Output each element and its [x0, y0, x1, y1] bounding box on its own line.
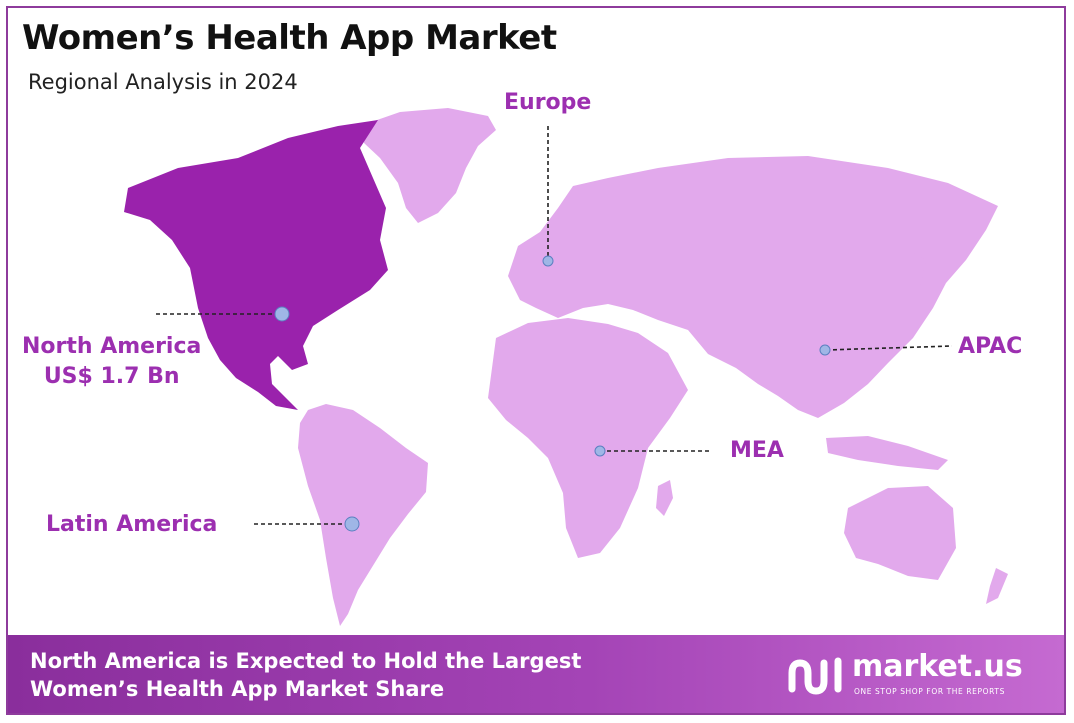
new-zealand	[986, 568, 1008, 604]
madagascar	[656, 480, 673, 516]
market-us-logo: market.us ONE STOP SHOP FOR THE REPORTS	[786, 649, 1036, 701]
logo-tagline: ONE STOP SHOP FOR THE REPORTS	[854, 687, 1005, 696]
mea-marker	[594, 445, 606, 457]
logo-text: market.us	[852, 649, 1023, 684]
infographic-frame: Women’s Health App Market Regional Analy…	[6, 6, 1066, 715]
japan	[893, 253, 926, 318]
logo-mark-icon	[788, 657, 842, 695]
eurasia-landmass	[508, 156, 998, 418]
north-america-label: North America	[22, 334, 202, 359]
footer-headline: North America is Expected to Hold the La…	[30, 647, 710, 703]
europe-marker	[542, 255, 554, 267]
indonesia	[826, 436, 948, 470]
footer-banner: North America is Expected to Hold the La…	[8, 635, 1064, 713]
africa-landmass	[488, 318, 688, 558]
latin-america-marker	[344, 516, 360, 532]
page-subtitle: Regional Analysis in 2024	[28, 70, 298, 94]
north-america-label-group: North America US$ 1.7 Bn	[22, 332, 201, 392]
apac-marker	[819, 344, 831, 356]
australia	[844, 486, 956, 580]
latin-america-label: Latin America	[46, 512, 218, 537]
greenland	[360, 108, 496, 223]
latin-america-landmass	[298, 404, 428, 626]
page-title: Women’s Health App Market	[22, 18, 557, 58]
world-map	[124, 108, 1008, 626]
footer-line-2: Women’s Health App Market Share	[30, 677, 445, 701]
mea-label: MEA	[730, 438, 784, 463]
apac-label: APAC	[958, 334, 1023, 359]
north-america-value: US$ 1.7 Bn	[43, 364, 180, 389]
europe-label: Europe	[504, 90, 592, 115]
footer-line-1: North America is Expected to Hold the La…	[30, 649, 582, 673]
north-america-marker	[274, 306, 290, 322]
north-america-landmass	[124, 120, 388, 410]
apac-leader-line	[825, 345, 953, 351]
